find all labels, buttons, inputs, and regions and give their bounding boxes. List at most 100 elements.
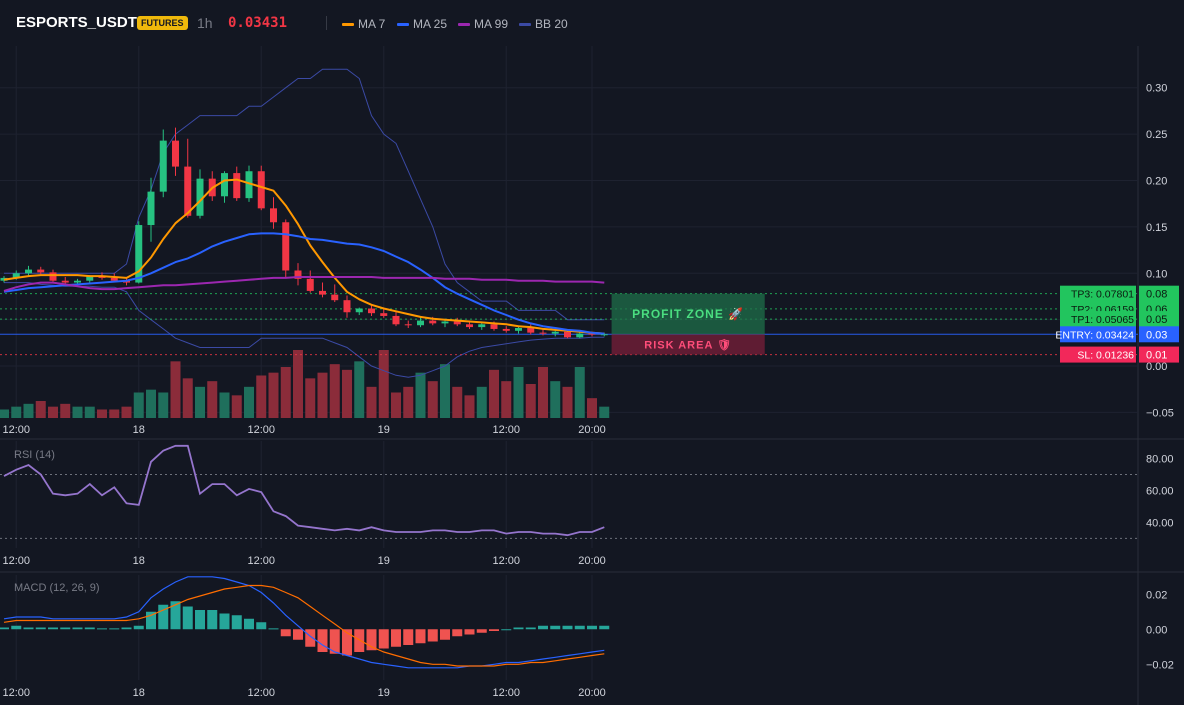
volume-bar — [84, 406, 95, 418]
legend-ma7[interactable]: MA 7 — [342, 17, 385, 31]
volume-bar — [121, 406, 132, 418]
candle-body — [159, 140, 167, 192]
entry-axis-tag — [1139, 326, 1179, 343]
candle-body — [282, 222, 290, 271]
tp3-level-tag — [1060, 285, 1136, 302]
volume-bar — [489, 369, 499, 418]
candle-body — [257, 171, 265, 209]
time-axis-label: 18 — [133, 424, 145, 436]
candle-body — [86, 276, 94, 281]
macd-line — [3, 576, 605, 669]
candle-body — [564, 331, 571, 338]
macd-histogram-bar — [317, 629, 328, 652]
macd-histogram-bar — [354, 629, 365, 652]
legend-bb20[interactable]: BB 20 — [519, 17, 568, 31]
macd-histogram-bar — [48, 627, 58, 630]
header-divider — [326, 16, 327, 30]
time-axis-label: 20:00 — [578, 555, 606, 567]
profit-zone — [611, 293, 765, 335]
volume-bar — [587, 398, 597, 418]
legend-ma99[interactable]: MA 99 — [458, 17, 508, 31]
volume-bar — [231, 395, 242, 418]
tp1-axis-value: 0.05 — [1146, 314, 1167, 326]
price-tick-label: 0.10 — [1146, 268, 1167, 280]
price-tick-label: 0.00 — [1146, 361, 1167, 373]
volume-bar — [501, 381, 512, 418]
candle-body — [319, 290, 326, 295]
macd-histogram-bar — [305, 629, 316, 647]
macd-histogram-bar — [280, 629, 291, 637]
volume-bar — [182, 378, 193, 418]
macd-histogram-bar — [182, 606, 193, 630]
macd-histogram-bar — [464, 629, 475, 635]
time-axis-label: 12:00 — [2, 424, 30, 436]
volume-bar — [244, 386, 254, 418]
candle-body — [270, 208, 277, 223]
time-axis-label: 12:00 — [492, 687, 520, 699]
tp3-axis-value: 0.08 — [1146, 289, 1167, 301]
candle-body — [404, 324, 412, 326]
volume-bar — [268, 372, 279, 418]
macd-histogram-bar — [268, 628, 279, 630]
chart-header: ESPORTS_USDT FUTURES 1h 0.03431 MA 7 MA … — [0, 0, 1184, 46]
candle-body — [147, 191, 155, 226]
time-axis-label: 12:00 — [492, 424, 520, 436]
macd-signal-line — [3, 584, 605, 667]
time-axis-label: 12:00 — [247, 687, 275, 699]
candle-body — [588, 333, 596, 335]
volume-bar — [464, 395, 475, 418]
volume-bar — [11, 406, 22, 418]
volume-bar — [366, 386, 377, 418]
candle-body — [221, 173, 228, 197]
macd-histogram-bar — [329, 629, 340, 654]
time-axis-label: 12:00 — [247, 424, 275, 436]
volume-bar — [48, 406, 58, 418]
candle-body — [527, 328, 535, 333]
legend-ma25-label: MA 25 — [413, 17, 448, 31]
candle-body — [466, 324, 473, 328]
candle-body — [37, 269, 45, 273]
macd-histogram-bar — [195, 610, 205, 630]
entry-level-text: ENTRY: 0.03424 — [1055, 329, 1134, 341]
macd-histogram-bar — [366, 629, 377, 651]
candle-body — [196, 178, 204, 216]
entry-axis-value: 0.03 — [1146, 329, 1167, 341]
legend-ma99-label: MA 99 — [474, 17, 509, 31]
volume-bar — [207, 381, 218, 418]
futures-badge: FUTURES — [137, 16, 188, 30]
macd-histogram-bar — [121, 627, 132, 630]
rsi-line — [3, 444, 605, 537]
volume-bar — [427, 381, 438, 418]
price-tick-label: 0.15 — [1146, 222, 1167, 234]
candle-body — [380, 313, 388, 316]
candle-body — [429, 320, 437, 324]
volume-bar — [440, 364, 450, 418]
timeframe-label[interactable]: 1h — [197, 15, 213, 31]
candle-body — [417, 320, 424, 326]
macd-histogram-bar — [133, 625, 144, 630]
volume-bar — [599, 406, 610, 418]
tp1-level-tag — [1060, 311, 1136, 328]
macd-tick-label: 0.00 — [1146, 624, 1167, 636]
candle-body — [110, 277, 118, 281]
last-price: 0.03431 — [228, 15, 288, 31]
macd-histogram-bar — [60, 627, 71, 630]
symbol-name[interactable]: ESPORTS_USDT — [16, 14, 137, 31]
macd-histogram-bar — [84, 627, 95, 630]
price-tick-label: −0.05 — [1146, 407, 1174, 419]
volume-bar — [158, 392, 169, 418]
candle-body — [245, 171, 253, 199]
macd-tick-label: −0.02 — [1146, 659, 1174, 671]
time-axis-label: 18 — [133, 687, 145, 699]
candle-body — [343, 300, 351, 313]
profit-zone-label: PROFIT ZONE 🚀 — [632, 307, 744, 321]
volume-bar — [109, 409, 120, 418]
ma25-swatch — [397, 23, 409, 27]
legend-ma25[interactable]: MA 25 — [397, 17, 447, 31]
ma7-line — [3, 178, 605, 335]
volume-bar — [146, 389, 156, 418]
volume-bar — [329, 364, 340, 418]
macd-histogram-bar — [489, 629, 499, 631]
macd-histogram-bar — [35, 627, 46, 630]
